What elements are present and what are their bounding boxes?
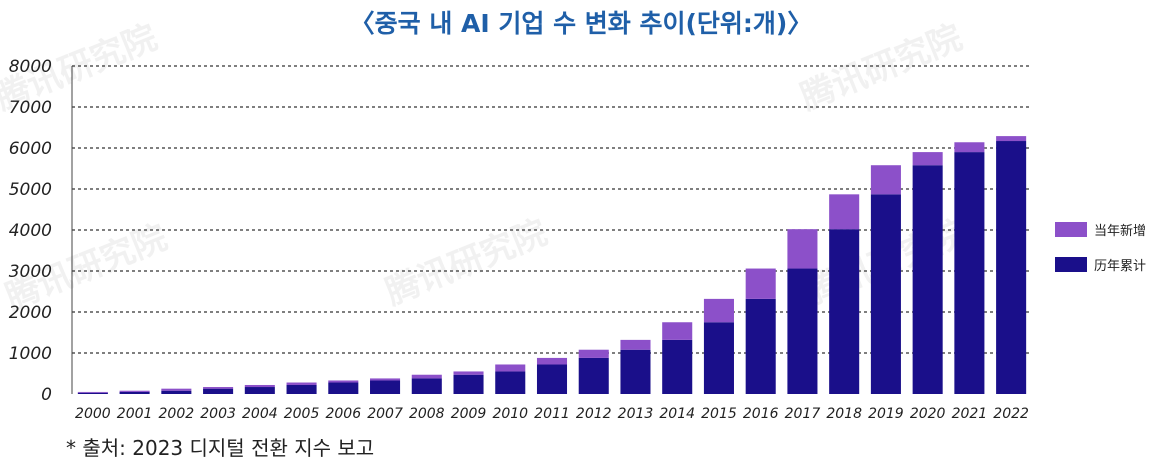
x-tick-label: 2016: [743, 406, 779, 422]
y-tick-label: 5000: [9, 180, 52, 200]
bar-new: [286, 382, 317, 385]
bar-cumulative: [954, 152, 985, 394]
y-tick-label: 2000: [9, 303, 52, 323]
bar-new: [495, 364, 526, 372]
bar-new: [870, 165, 901, 195]
legend-label: 历年累计: [1094, 259, 1146, 274]
x-tick-label: 2007: [367, 406, 403, 422]
bar-new: [77, 391, 108, 393]
bar-cumulative: [996, 141, 1027, 394]
x-tick-label: 2002: [159, 406, 195, 422]
bar-new: [453, 371, 484, 375]
y-tick-label: 0: [41, 385, 52, 405]
x-tick-label: 2004: [242, 406, 278, 422]
x-tick-label: 2012: [576, 406, 612, 422]
y-tick-label: 4000: [9, 221, 52, 241]
x-tick-label: 2014: [659, 406, 695, 422]
x-tick-label: 2013: [618, 406, 654, 422]
legend-label: 当年新增: [1094, 223, 1146, 239]
bar-cumulative: [662, 339, 693, 394]
bar-cumulative: [328, 382, 359, 394]
bar-new: [787, 229, 818, 269]
x-tick-label: 2021: [952, 406, 988, 422]
x-tick-label: 2009: [451, 406, 487, 422]
x-tick-label: 2015: [701, 406, 737, 422]
bar-new: [203, 387, 234, 389]
y-tick-label: 7000: [9, 98, 52, 118]
legend-swatch: [1055, 222, 1087, 237]
bar-cumulative: [787, 268, 818, 394]
y-tick-label: 6000: [9, 139, 52, 159]
bar-new: [119, 390, 150, 392]
x-tick-label: 2001: [117, 406, 153, 422]
x-tick-label: 2019: [868, 406, 904, 422]
y-tick-label: 1000: [9, 344, 52, 364]
legend-swatch: [1055, 257, 1087, 272]
x-tick-label: 2005: [284, 406, 320, 422]
bar-new: [703, 298, 734, 323]
bar-cumulative: [578, 357, 609, 394]
bar-cumulative: [536, 364, 568, 394]
x-axis-ticks: 2000 2001 2002 2003 2004 2005 2006 2007 2008 2009…: [75, 406, 1029, 422]
bar-new: [912, 152, 943, 166]
bar-new: [620, 339, 651, 350]
bar-cumulative: [495, 371, 526, 394]
x-tick-label: 2017: [785, 406, 821, 422]
bar-cumulative: [870, 194, 901, 394]
y-tick-label: 8000: [9, 57, 52, 77]
bar-new: [536, 357, 568, 365]
chart-title: 〈중국 내 AI 기업 수 변화 추이(단위:개)〉: [349, 9, 813, 38]
x-tick-label: 2003: [200, 406, 236, 422]
x-tick-label: 2022: [993, 406, 1029, 422]
bar-cumulative: [829, 229, 860, 394]
bar-cumulative: [161, 390, 192, 394]
bar-new: [411, 374, 442, 379]
bar-cumulative: [119, 391, 150, 394]
bar-new: [954, 142, 985, 153]
bar-new: [745, 268, 776, 299]
bar-cumulative: [77, 392, 108, 394]
bar-cumulative: [620, 349, 651, 394]
bar-new: [996, 136, 1027, 142]
x-tick-label: 2000: [75, 406, 111, 422]
bars: [77, 136, 1027, 394]
bar-cumulative: [203, 388, 234, 394]
bar-cumulative: [370, 380, 401, 394]
source-note: * 출처: 2023 디지털 전환 지수 보고: [66, 436, 375, 460]
bar-new: [662, 322, 693, 340]
x-tick-label: 2020: [910, 406, 946, 422]
bar-new: [370, 378, 401, 381]
x-tick-label: 2010: [492, 406, 528, 422]
bar-cumulative: [286, 384, 317, 394]
x-tick-label: 2018: [826, 406, 862, 422]
bar-cumulative: [411, 378, 442, 394]
bar-new: [244, 384, 275, 388]
bar-cumulative: [703, 322, 734, 394]
bar-cumulative: [453, 374, 484, 394]
bar-cumulative: [745, 298, 776, 394]
bar-new: [829, 194, 860, 230]
y-axis-ticks: 8000 7000 6000 5000 4000 3000 2000 1000 0: [9, 57, 52, 405]
bar-new: [578, 349, 609, 358]
y-tick-label: 3000: [9, 262, 52, 282]
bar-new: [328, 380, 359, 383]
bar-cumulative: [244, 387, 275, 394]
x-tick-label: 2011: [534, 406, 570, 422]
bar-new: [161, 388, 192, 391]
x-tick-label: 2006: [325, 406, 361, 422]
bar-cumulative: [912, 165, 943, 394]
x-tick-label: 2008: [409, 406, 445, 422]
